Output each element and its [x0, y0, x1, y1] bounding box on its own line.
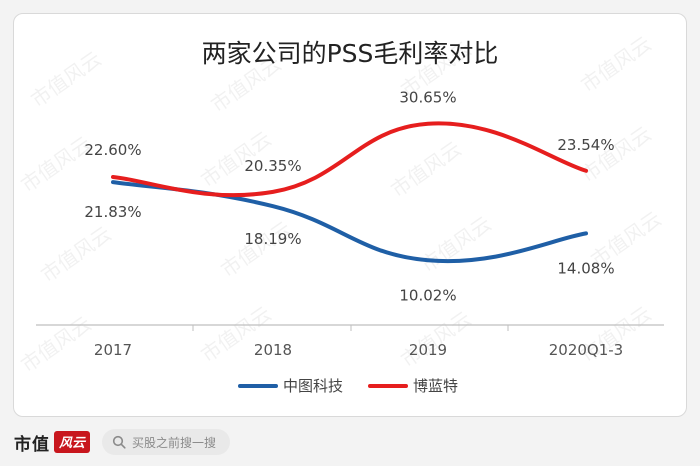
chart-card — [13, 13, 687, 417]
x-tick-label: 2017 — [94, 341, 132, 359]
brand[interactable]: 市值 风云 — [14, 430, 90, 455]
watermark-text: 市值风云 — [576, 31, 655, 97]
data-labels: 21.83% 18.19% 10.02% 14.08% 22.60% 20.35% 30.6… — [84, 89, 614, 305]
search-placeholder: 买股之前搜一搜 — [132, 435, 217, 450]
x-axis-ticks: 2017 2018 2019 2020Q1-3 — [94, 325, 623, 359]
data-label: 20.35% — [244, 157, 301, 175]
legend-label: 博蓝特 — [413, 377, 458, 395]
brand-name: 市值 — [14, 434, 50, 455]
brand-logo: 风云 — [54, 431, 90, 453]
data-label: 21.83% — [84, 203, 141, 221]
watermark-text: 市值风云 — [16, 311, 95, 377]
footer-bar: 市值 风云 买股之前搜一搜 — [0, 418, 700, 466]
watermark-text: 市值风云 — [576, 121, 655, 187]
search-box[interactable]: 买股之前搜一搜 — [102, 429, 231, 455]
x-tick-label: 2020Q1-3 — [549, 341, 623, 359]
data-label: 10.02% — [399, 286, 456, 304]
brand-logo-glyph: 风云 — [58, 436, 87, 451]
data-label: 23.54% — [557, 136, 614, 154]
watermark-text: 市值风云 — [416, 211, 495, 277]
series-layer — [111, 121, 588, 264]
watermark-text: 市值风云 — [216, 216, 295, 282]
brand-logo-text: 风云 — [58, 436, 87, 451]
data-label: 30.65% — [399, 89, 456, 107]
x-tick-label: 2018 — [254, 341, 292, 359]
data-label: 14.08% — [557, 259, 614, 277]
watermark-text: 市值风云 — [386, 136, 465, 202]
series-line-bolante — [111, 121, 588, 198]
legend-label: 中图科技 — [283, 377, 343, 395]
data-label: 22.60% — [84, 141, 141, 159]
x-tick-label: 2019 — [409, 341, 447, 359]
chart-title: 两家公司的PSS毛利率对比 — [202, 39, 499, 68]
watermark-text: 市值风云 — [396, 306, 475, 372]
watermark-text: 市值风云 — [36, 221, 115, 287]
watermark-text: 市值风云 — [26, 46, 105, 112]
data-label: 18.19% — [244, 230, 301, 248]
search-icon — [112, 435, 126, 449]
legend: 中图科技 博蓝特 — [238, 377, 458, 395]
series-line-zhongtu — [111, 180, 588, 264]
